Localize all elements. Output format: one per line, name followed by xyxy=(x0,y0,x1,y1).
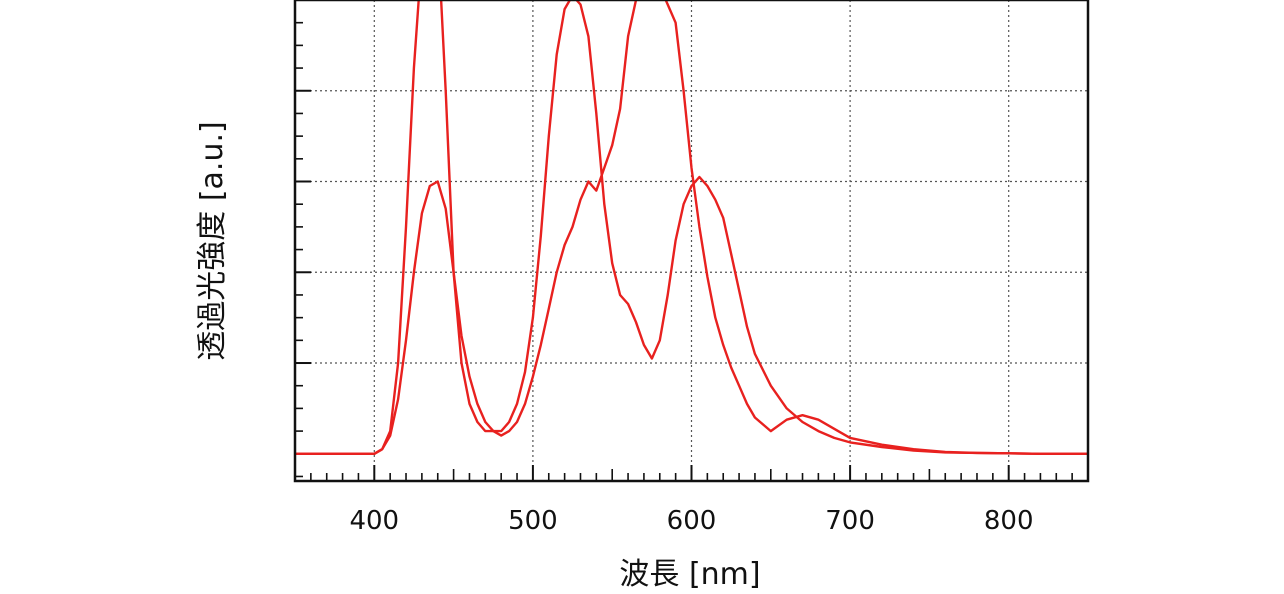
grid xyxy=(295,0,1088,481)
minor-ticks xyxy=(294,0,1089,481)
x-tick-label: 800 xyxy=(984,506,1034,536)
x-tick-label: 400 xyxy=(349,506,399,536)
series-line-2 xyxy=(295,0,1088,455)
x-tick-label: 700 xyxy=(825,506,875,536)
x-tick-label: 600 xyxy=(667,506,717,536)
y-axis-title: 透過光強度 [a.u.] xyxy=(195,121,230,360)
x-tick-label: 500 xyxy=(508,506,558,536)
series-layer xyxy=(295,0,1088,455)
x-tick-labels: 400 500 600 700 800 xyxy=(349,506,1033,536)
plot-frame xyxy=(293,0,1090,483)
x-axis-title: 波長 [nm] xyxy=(619,557,760,592)
